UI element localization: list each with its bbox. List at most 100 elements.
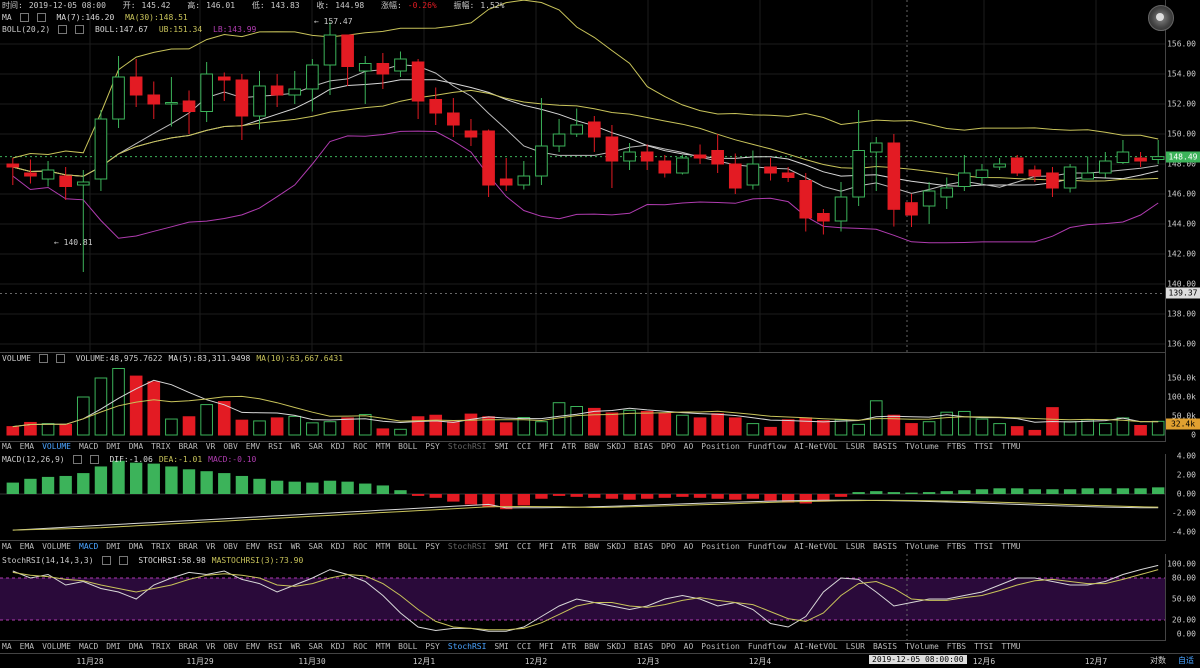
indicator-tab-basis[interactable]: BASIS [872,442,898,451]
indicator-tab-dmi[interactable]: DMI [106,542,121,551]
indicator-tab-fundflow[interactable]: Fundflow [747,642,787,651]
indicator-tab-ai-netvol[interactable]: AI-NetVOL [794,642,838,651]
indicator-tab-fundflow[interactable]: Fundflow [747,542,787,551]
indicator-tab-mfi[interactable]: MFI [539,442,554,451]
macd-close-icon[interactable] [89,455,99,464]
indicator-tab-bbw[interactable]: BBW [584,542,599,551]
indicator-tab-ttmu[interactable]: TTMU [1001,542,1021,551]
indicator-tab-kdj[interactable]: KDJ [330,542,346,551]
indicator-tab-roc[interactable]: ROC [353,542,368,551]
indicator-tab-ma[interactable]: MA [2,442,12,451]
indicator-tab-wr[interactable]: WR [290,542,301,551]
indicator-tab-fundflow[interactable]: Fundflow [747,442,787,451]
indicator-tab-psy[interactable]: PSY [425,642,440,651]
indicator-tab-dma[interactable]: DMA [128,442,144,451]
indicator-tab-brar[interactable]: BRAR [178,542,198,551]
indicator-tab-rsi[interactable]: RSI [268,542,283,551]
indicator-tab-brar[interactable]: BRAR [178,642,198,651]
indicator-tab-boll[interactable]: BOLL [398,542,418,551]
indicator-tab-ttmu[interactable]: TTMU [1001,442,1021,451]
indicator-tab-vr[interactable]: VR [205,442,216,451]
indicator-tab-mtm[interactable]: MTM [375,642,391,651]
indicator-tab-vr[interactable]: VR [205,542,216,551]
indicator-tab-roc[interactable]: ROC [353,442,368,451]
indicator-tab-obv[interactable]: OBV [223,542,238,551]
indicator-tab-dmi[interactable]: DMI [106,442,121,451]
ma-close-icon[interactable] [36,13,46,22]
indicator-tab-atr[interactable]: ATR [561,442,577,451]
indicator-tab-position[interactable]: Position [701,642,740,651]
indicator-tab-sar[interactable]: SAR [308,542,323,551]
indicator-tab-ttmu[interactable]: TTMU [1001,642,1021,651]
indicator-tab-stochrsi[interactable]: StochRSI [447,542,487,551]
indicator-tab-smi[interactable]: SMI [494,642,509,651]
indicator-tab-mfi[interactable]: MFI [539,642,554,651]
indicator-tab-ttsi[interactable]: TTSI [974,642,994,651]
indicator-tab-psy[interactable]: PSY [425,442,440,451]
indicator-tab-emv[interactable]: EMV [245,442,261,451]
indicator-tab-cci[interactable]: CCI [516,442,532,451]
indicator-tab-ttsi[interactable]: TTSI [974,442,994,451]
chart-settings-button[interactable] [1148,5,1174,31]
indicator-tab-bias[interactable]: BIAS [633,642,654,651]
indicator-tab-ai-netvol[interactable]: AI-NetVOL [794,442,838,451]
indicator-tab-bias[interactable]: BIAS [633,442,654,451]
indicator-tab-ao[interactable]: AO [683,542,694,551]
indicator-tab-lsur[interactable]: LSUR [845,542,865,551]
indicator-tab-ftbs[interactable]: FTBS [946,442,967,451]
indicator-tab-ao[interactable]: AO [683,642,694,651]
indicator-tab-boll[interactable]: BOLL [398,442,418,451]
indicator-tab-boll[interactable]: BOLL [398,642,418,651]
indicator-tab-stochrsi[interactable]: StochRSI [447,442,487,451]
volume-close-icon[interactable] [55,354,65,363]
stochrsi-close-icon[interactable] [118,556,128,565]
indicator-tab-trix[interactable]: TRIX [151,642,171,651]
indicator-tab-tvolume[interactable]: TVolume [905,442,939,451]
indicator-tab-bias[interactable]: BIAS [633,542,654,551]
indicator-tab-volume[interactable]: VOLUME [42,642,71,651]
indicator-tab-cci[interactable]: CCI [516,642,532,651]
indicator-tab-dpo[interactable]: DPO [661,442,676,451]
log-scale-button[interactable]: 对数 [1150,656,1166,665]
indicator-tab-tvolume[interactable]: TVolume [905,542,939,551]
indicator-tab-rsi[interactable]: RSI [268,642,283,651]
indicator-tab-ema[interactable]: EMA [19,542,35,551]
indicator-tab-basis[interactable]: BASIS [872,642,898,651]
auto-scale-button[interactable]: 自适 [1178,656,1194,665]
indicator-tab-stochrsi[interactable]: StochRSI [447,642,487,651]
indicator-tab-cci[interactable]: CCI [516,542,532,551]
indicator-tab-lsur[interactable]: LSUR [845,442,865,451]
indicator-tab-basis[interactable]: BASIS [872,542,898,551]
price-chart-pane[interactable] [0,0,1166,353]
indicator-tab-ema[interactable]: EMA [19,642,35,651]
indicator-tab-mtm[interactable]: MTM [375,542,391,551]
indicator-tab-dmi[interactable]: DMI [106,642,121,651]
indicator-tab-ema[interactable]: EMA [19,442,35,451]
indicator-tab-sar[interactable]: SAR [308,642,323,651]
indicator-tab-roc[interactable]: ROC [353,642,368,651]
indicator-tab-smi[interactable]: SMI [494,542,509,551]
indicator-tab-atr[interactable]: ATR [561,542,577,551]
boll-settings-icon[interactable] [58,25,68,34]
indicator-tab-volume[interactable]: VOLUME [42,542,71,551]
indicator-tab-skdj[interactable]: SKDJ [606,542,626,551]
indicator-tab-macd[interactable]: MACD [79,542,99,551]
indicator-tab-bbw[interactable]: BBW [584,442,599,451]
indicator-tab-ao[interactable]: AO [683,442,694,451]
indicator-tab-ftbs[interactable]: FTBS [946,542,967,551]
indicator-tab-skdj[interactable]: SKDJ [606,642,626,651]
indicator-tab-ttsi[interactable]: TTSI [974,542,994,551]
indicator-tab-brar[interactable]: BRAR [178,442,198,451]
indicator-tab-wr[interactable]: WR [290,442,301,451]
volume-settings-icon[interactable] [38,354,48,363]
indicator-tab-smi[interactable]: SMI [494,442,509,451]
indicator-tab-obv[interactable]: OBV [223,642,238,651]
indicator-tab-kdj[interactable]: KDJ [330,642,346,651]
indicator-tab-skdj[interactable]: SKDJ [606,442,626,451]
indicator-tab-rsi[interactable]: RSI [268,442,283,451]
macd-settings-icon[interactable] [72,455,82,464]
indicator-tab-wr[interactable]: WR [290,642,301,651]
boll-close-icon[interactable] [75,25,85,34]
indicator-tab-mtm[interactable]: MTM [375,442,391,451]
indicator-tab-obv[interactable]: OBV [223,442,238,451]
